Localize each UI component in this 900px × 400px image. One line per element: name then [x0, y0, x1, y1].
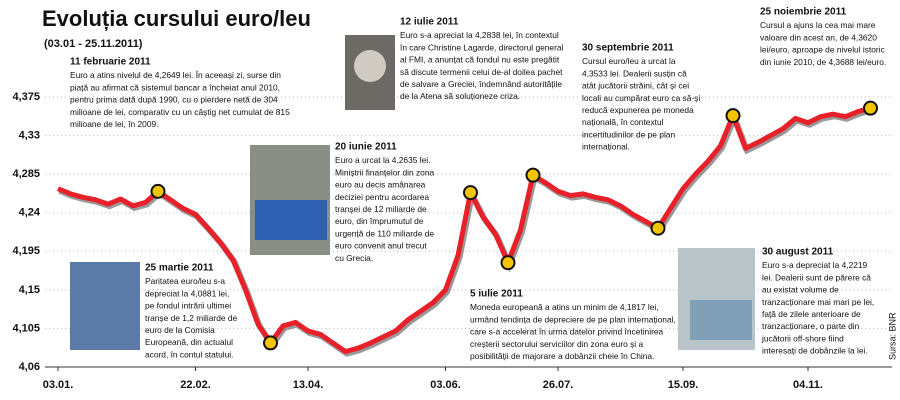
annotation-text: din iunie 2010, de 4,3688 lei/euro.	[760, 57, 886, 67]
annotation-text: pe fondul intrării ultimei	[145, 301, 231, 311]
annotation-text: euro de la Comisia	[145, 325, 215, 335]
photo	[255, 200, 327, 240]
annotation-text: euro convenit anul trecut	[335, 241, 427, 251]
subtitle: (03.01 - 25.11.2011)	[44, 38, 143, 50]
y-tick-label: 4,105	[12, 322, 40, 334]
y-tick-label: 4,06	[19, 361, 40, 373]
annotation-text: Euro a atins nivelul de 4,2649 lei. În a…	[70, 70, 281, 80]
annotation-text: au existat volume de	[762, 285, 839, 295]
annotation-title: 11 februarie 2011	[70, 57, 151, 68]
annotation-text: națională, în contextul	[582, 117, 664, 127]
annotation-text: Moneda europeană a atins un minim de 4,1…	[470, 302, 659, 312]
annotation-text: locali au cumpărat euro ca să-și	[582, 93, 700, 103]
annotation-text: urgență de 110 miliarde de	[335, 228, 434, 238]
x-tick-label: 15.09.	[668, 379, 699, 391]
annotation-text: Paritatea euro/leu s-a	[145, 276, 225, 286]
annotation-text: interesați de dobânzile la lei.	[762, 346, 868, 356]
annotation-text: Euro s-a apreciat la 4,2838 lei, în cont…	[400, 30, 559, 40]
annotation-text: internațional.	[582, 142, 630, 152]
marker	[650, 220, 666, 236]
annotation-text: urmând tendința de depreciere de pe plan…	[470, 314, 676, 324]
marker	[725, 108, 741, 124]
x-tick-label: 03.06.	[430, 379, 461, 391]
annotation-title: 25 noiembrie 2011	[760, 7, 847, 18]
x-tick-label: 04.11.	[793, 379, 823, 391]
annotation-text: Euro a urcat la 4,2635 lei.	[335, 155, 430, 165]
annotation-text: față de zilele anterioare de	[762, 309, 861, 319]
annotation-text: care s-a accelerat în urma datelor privi…	[470, 327, 664, 337]
marker	[150, 183, 166, 199]
annotation-text: milioane de lei, în 2009.	[70, 119, 158, 129]
annotation-text: incertitudinilor de pe plan	[582, 129, 675, 139]
annotation-text: să discute termenii celui de-al doilea p…	[400, 67, 563, 77]
annotation-text: Euro s-a depreciat la 4,2219	[762, 260, 868, 270]
annotation-text: tranșei de 12 miliarde de	[335, 204, 427, 214]
source: Sursa: BNR	[887, 312, 897, 360]
annotation-text: creșterii sectorului serviciilor din zon…	[470, 339, 643, 349]
y-tick-label: 4,24	[19, 207, 41, 219]
x-tick-label: 13.04.	[293, 379, 324, 391]
annotation-text: Europeană, din actualul	[145, 337, 233, 347]
annotation-title: 25 martie 2011	[145, 263, 214, 274]
photo	[70, 262, 140, 350]
annotation-text: tranzacționare, o parte din	[762, 321, 860, 331]
annotation-title: 5 iulie 2011	[470, 289, 523, 300]
annotation-text: Cursul euro/leu a urcat la	[582, 56, 676, 66]
y-tick-label: 4,33	[19, 129, 40, 141]
annotation-title: 20 iunie 2011	[335, 142, 397, 153]
annotation-text: 4,3533 lei. Dealerii susțin că	[582, 68, 687, 78]
annotation-text: în care Christine Lagarde, directorul ge…	[399, 42, 564, 52]
marker	[263, 335, 278, 351]
annotation-text: milioane de lei, comparativ cu un câștig…	[70, 107, 290, 117]
annotation-text: tranzacționare mai mari pe lei,	[762, 297, 874, 307]
y-tick-label: 4,375	[12, 91, 40, 103]
annotation-text: cu Grecia.	[335, 253, 373, 263]
annotation-text: depreciat la 4,0881 lei,	[145, 288, 229, 298]
photo	[690, 300, 752, 340]
annotation-text: lei/euro, aproape de nivelul istoric	[760, 45, 885, 55]
marker	[863, 100, 878, 116]
annotation-text: jucătorii off-shore fiind	[761, 333, 844, 343]
annotation-text: deciziei pentru acordarea	[335, 192, 429, 202]
annotation-text: piață au afirmat că sistemul bancar a în…	[70, 82, 280, 92]
annotation-text: pentru prima dată după 1990, cu o pierde…	[70, 95, 278, 105]
y-tick-label: 4,285	[12, 168, 40, 180]
photo	[354, 50, 386, 82]
annotation-text: al FMI, a anunțat că fondul nu este preg…	[400, 55, 560, 65]
annotation-title: 12 iulie 2011	[400, 17, 459, 28]
marker	[463, 185, 478, 201]
y-tick-label: 4,15	[19, 284, 40, 296]
annotation-text: lei. Dealerii sunt de părere că	[762, 272, 871, 282]
annotation-text: atât jucătorii străini, cât și cei	[582, 81, 689, 91]
x-tick-label: 26.07.	[543, 379, 574, 391]
x-tick-label: 03.01.	[43, 379, 74, 391]
x-tick-label: 22.02.	[180, 379, 211, 391]
annotation-text: reducă expunerea pe moneda	[582, 105, 694, 115]
marker	[500, 255, 516, 271]
annotation-text: posibilității de majorare a dobânzii che…	[470, 351, 654, 361]
annotation-text: de salvare a Greciei, îndemnând autorită…	[400, 79, 562, 89]
annotation-text: tranșe de 1,2 miliarde de	[145, 313, 238, 323]
photos	[70, 35, 755, 350]
annotation-title: 30 august 2011	[762, 247, 834, 258]
annotation-text: Miniștrii finanțelor din zona	[335, 167, 434, 177]
annotation-text: de la Atena să soluționeze criza.	[400, 91, 520, 101]
annotation-text: euro, din împrumutul de	[335, 216, 424, 226]
annotation-text: Cursul a ajuns la cea mai mare	[760, 20, 876, 30]
annotation-text: euro au decis amânarea	[335, 180, 426, 190]
chart-title: Evoluția cursului euro/leu	[42, 6, 311, 31]
y-tick-label: 4,195	[12, 245, 40, 257]
annotation-title: 30 septembrie 2011	[582, 43, 674, 54]
annotation-text: valoare din acest an, de 4,3620	[760, 32, 877, 42]
marker	[525, 167, 541, 183]
annotation-text: acord, în contul statului.	[145, 349, 233, 359]
